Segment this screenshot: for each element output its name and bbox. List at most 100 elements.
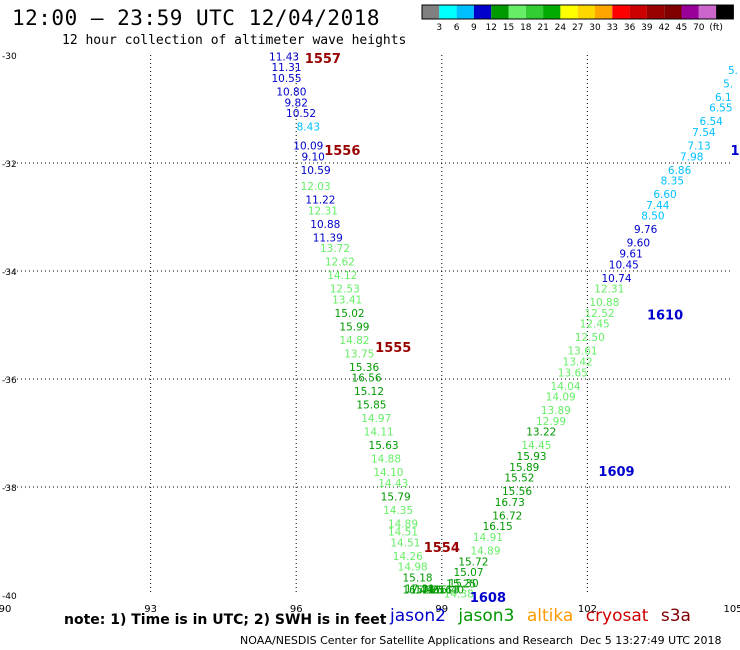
wave-height-label: 9.76 [634,224,658,236]
wave-height-label: 6.55 [709,103,732,115]
wave-height-label: 15.89 [509,462,539,474]
wave-height-label: 14.82 [339,335,369,347]
legend-item-jason2: jason2 [390,606,446,626]
wave-height-label: 17.31 [405,583,435,595]
wave-height-label: 12.53 [330,284,360,296]
wave-height-label: 16.13 [429,584,459,596]
page-title: 12:00 — 23:59 UTC 12/04/2018 [12,6,381,30]
pass-time-annotation: 1609 [598,465,634,480]
wave-height-label: 12.52 [585,308,615,320]
wave-height-label: 15.72 [458,556,488,568]
wave-height-label: 17.25 [415,584,445,596]
colorbar-label: 33 [607,23,618,33]
colorbar-label: 12 [485,23,496,33]
wave-height-label: 7.44 [646,200,670,212]
wave-height-label: 14.91 [473,532,503,544]
y-tick-label: -40 [2,592,17,602]
colorbar-label: 45 [676,23,687,33]
colorbar-swatch [612,5,630,19]
wave-height-label: 14.12 [327,270,357,282]
x-tick-label: 99 [435,604,448,615]
wave-height-label: 11.22 [305,195,335,207]
wave-height-label: 13.22 [526,427,556,439]
legend-item-jason3: jason3 [458,606,515,626]
wave-height-label: 14.38 [444,588,474,600]
wave-height-label: 14.98 [398,562,428,574]
wave-height-label: 15.07 [453,567,483,579]
colorbar-swatch [681,5,699,19]
x-tick-label: 93 [144,604,157,615]
colorbar-swatch [508,5,526,19]
colorbar-label: 18 [520,23,532,33]
colorbar-swatch [629,5,647,19]
pass-time-annotation: 1554 [424,541,460,556]
colorbar-swatch [525,5,544,19]
y-tick-label: -34 [2,268,17,278]
wave-height-label: 12.03 [301,181,331,193]
wave-height-label: 15.56 [502,486,532,498]
colorbar-label: 6 [454,23,460,33]
wave-height-label: 8.35 [661,176,684,188]
colorbar-swatch [456,5,474,19]
wave-height-label: 15.36 [349,362,379,374]
colorbar-label: 36 [624,23,636,33]
wave-height-label: 9.82 [285,97,308,109]
wave-height-label: 6.1 [715,92,732,104]
wave-height-label: 15.46 [410,584,440,596]
wave-height-label: 14.04 [551,381,581,393]
y-tick-label: -38 [2,484,17,494]
wave-height-label: 11.39 [313,232,343,244]
colorbar-label: 3 [436,23,442,33]
wave-height-label: 13.42 [563,357,593,369]
wave-height-label: 12.50 [575,332,605,344]
wave-height-label: 8.50 [641,211,664,223]
wave-height-label: 12.31 [308,205,338,217]
credit-text: NOAA/NESDIS Center for Satellite Applica… [240,634,574,647]
wave-height-label: 13.61 [568,346,598,358]
wave-height-label: 15.30 [449,578,479,590]
wave-height-label: 7.98 [680,151,703,163]
colorbar-swatch [439,5,457,19]
wave-height-label: 14.26 [393,551,423,563]
wave-height-label: 10.74 [601,273,631,285]
wave-height-label: 10.80 [276,87,306,99]
wave-height-label: 15.40 [434,584,464,596]
colorbar-swatch [646,5,665,19]
legend-item-cryosat: cryosat [585,606,649,626]
wave-height-label: 15.63 [369,440,399,452]
wave-height-label: 10.59 [301,165,331,177]
satellite-legend: jason2 jason3 altika cryosat s3a [390,606,698,626]
wave-height-label: 6.54 [699,116,723,128]
colorbar-swatch [560,5,578,19]
wave-height-label: 10.52 [286,108,316,120]
wave-height-label: 11.43 [269,51,299,63]
wave-height-label: 14.88 [371,454,401,466]
wave-height-label: 7.54 [692,127,716,139]
colorbar-label: 39 [641,23,653,33]
colorbar-swatch [491,5,509,19]
pass-time-annotation: 1608 [470,591,506,606]
colorbar-swatch [595,5,613,19]
colorbar-label: (ft) [709,23,723,33]
colorbar-label: 27 [572,23,583,33]
chart-points: 11.4311.3110.5510.809.8210.528.4310.099.… [269,51,738,600]
colorbar-frame [421,4,734,20]
pass-time-annotation: 1555 [375,341,411,356]
wave-height-label: 15.25 [446,579,476,591]
wave-height-label: 14.45 [521,440,551,452]
wave-height-label: 9.60 [627,238,650,250]
wave-height-label: 14.51 [388,527,418,539]
wave-height-label: 7.13 [687,141,710,153]
wave-height-label: 12.99 [536,416,566,428]
colorbar-label: 24 [555,23,567,33]
colorbar-label: 21 [537,23,548,33]
pass-time-annotation: 1 [730,144,739,159]
colorbar-label: 30 [589,23,601,33]
wave-height-label: 14.97 [361,413,391,425]
wave-height-label: 6.60 [653,189,676,201]
wave-height-label: 5. [723,78,733,90]
colorbar-label: 70 [693,23,705,33]
y-tick-label: -36 [2,376,17,386]
colorbar-swatch [577,5,595,19]
